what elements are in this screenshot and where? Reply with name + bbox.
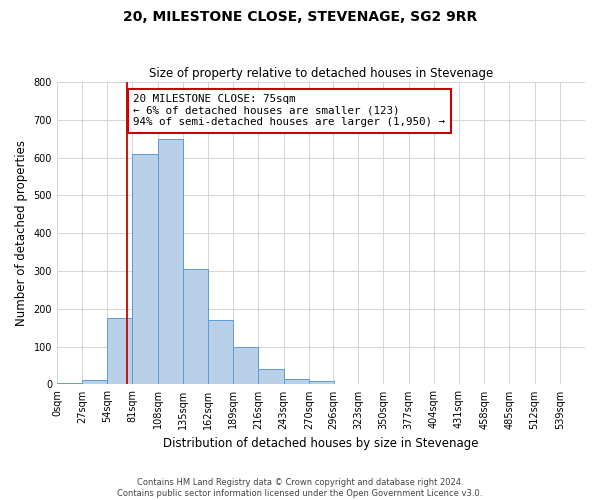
Bar bbox=[208, 320, 233, 384]
Text: 20, MILESTONE CLOSE, STEVENAGE, SG2 9RR: 20, MILESTONE CLOSE, STEVENAGE, SG2 9RR bbox=[123, 10, 477, 24]
Bar bbox=[309, 380, 334, 384]
Bar bbox=[284, 379, 309, 384]
Bar bbox=[82, 380, 107, 384]
Bar bbox=[158, 139, 183, 384]
Title: Size of property relative to detached houses in Stevenage: Size of property relative to detached ho… bbox=[149, 66, 493, 80]
Bar bbox=[107, 318, 133, 384]
Bar bbox=[259, 370, 284, 384]
X-axis label: Distribution of detached houses by size in Stevenage: Distribution of detached houses by size … bbox=[163, 437, 479, 450]
Y-axis label: Number of detached properties: Number of detached properties bbox=[15, 140, 28, 326]
Text: 20 MILESTONE CLOSE: 75sqm
← 6% of detached houses are smaller (123)
94% of semi-: 20 MILESTONE CLOSE: 75sqm ← 6% of detach… bbox=[133, 94, 445, 128]
Text: Contains HM Land Registry data © Crown copyright and database right 2024.
Contai: Contains HM Land Registry data © Crown c… bbox=[118, 478, 482, 498]
Bar bbox=[183, 269, 208, 384]
Bar bbox=[57, 382, 82, 384]
Bar bbox=[233, 346, 259, 385]
Bar bbox=[133, 154, 158, 384]
